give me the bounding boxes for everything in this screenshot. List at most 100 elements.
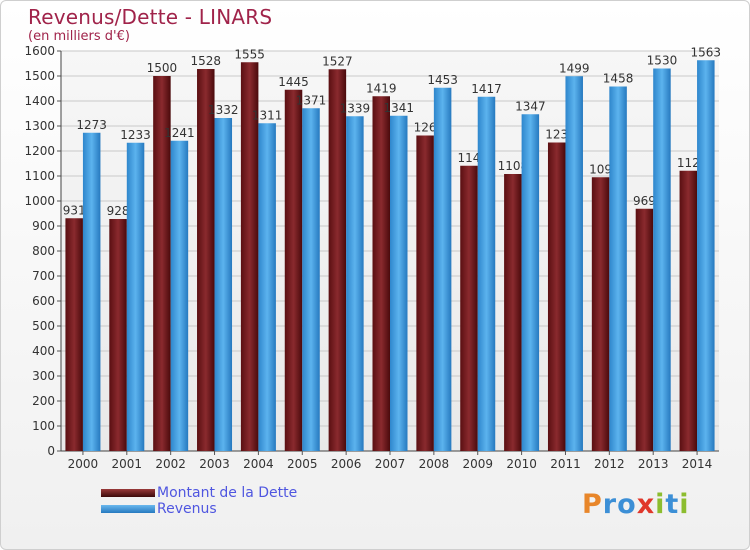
y-tick-label: 0 xyxy=(47,444,55,458)
logo-letter: o xyxy=(617,489,637,520)
y-tick-label: 200 xyxy=(32,394,55,408)
y-tick-label: 1100 xyxy=(24,169,55,183)
legend-swatch-dette xyxy=(101,489,155,497)
logo-letter: i xyxy=(679,489,690,520)
data-label-dette: 931 xyxy=(63,203,86,217)
data-label-revenus: 1347 xyxy=(515,99,546,113)
logo-letter: t xyxy=(665,489,680,520)
proxiti-logo: Proxiti xyxy=(582,489,690,520)
bar-dette xyxy=(109,219,127,451)
bar-revenus xyxy=(258,123,276,451)
y-tick-label: 700 xyxy=(32,269,55,283)
x-tick-label: 2007 xyxy=(375,457,406,471)
y-tick-label: 1000 xyxy=(24,194,55,208)
bar-dette xyxy=(328,69,347,451)
data-label-dette: 969 xyxy=(633,194,656,208)
data-label-revenus: 1499 xyxy=(559,61,590,75)
bar-revenus xyxy=(521,114,540,451)
data-label-dette: 123 xyxy=(545,128,568,142)
legend-item-revenus: Revenus xyxy=(101,501,297,517)
data-label-dette: 1528 xyxy=(191,54,222,68)
x-tick-label: 2008 xyxy=(419,457,450,471)
legend-item-dette: Montant de la Dette xyxy=(101,485,297,501)
bar-revenus xyxy=(170,140,189,451)
x-tick-label: 2000 xyxy=(68,457,99,471)
data-label-dette: 1527 xyxy=(322,54,353,68)
logo-letter: x xyxy=(636,489,656,520)
bar-revenus xyxy=(126,142,145,451)
bar-dette xyxy=(240,62,259,451)
data-label-dette: 1108 xyxy=(498,159,529,173)
data-label-revenus: 1339 xyxy=(340,101,371,115)
x-tick-label: 2013 xyxy=(638,457,669,471)
y-tick-label: 1600 xyxy=(24,44,55,58)
chart-title: Revenus/Dette - LINARS xyxy=(28,5,273,29)
bar-revenus xyxy=(346,116,364,451)
data-label-revenus: 1332 xyxy=(208,103,239,117)
data-label-dette: 112 xyxy=(677,156,700,170)
y-tick-label: 1500 xyxy=(24,69,55,83)
bar-dette xyxy=(635,208,654,451)
bar-revenus xyxy=(214,118,233,451)
x-tick-label: 2014 xyxy=(682,457,713,471)
bar-dette xyxy=(197,69,215,451)
bar-dette xyxy=(284,89,303,451)
legend-label-revenus: Revenus xyxy=(157,501,217,517)
bar-revenus xyxy=(390,115,408,451)
data-label-revenus: 1311 xyxy=(252,108,283,122)
y-tick-label: 1400 xyxy=(24,94,55,108)
y-tick-label: 1300 xyxy=(24,119,55,133)
data-label-revenus: 1563 xyxy=(691,45,722,59)
bar-dette xyxy=(65,218,83,451)
y-tick-label: 400 xyxy=(32,344,55,358)
x-tick-label: 2005 xyxy=(287,457,318,471)
bar-dette xyxy=(591,177,610,451)
logo-letter: P xyxy=(582,489,603,520)
bar-revenus xyxy=(433,87,452,451)
data-label-revenus: 1233 xyxy=(120,128,151,142)
y-tick-label: 500 xyxy=(32,319,55,333)
logo-letter: r xyxy=(602,489,618,520)
bar-dette xyxy=(679,170,698,451)
y-tick-label: 900 xyxy=(32,219,55,233)
x-tick-label: 2001 xyxy=(112,457,143,471)
data-label-dette: 1555 xyxy=(234,47,265,61)
x-tick-label: 2011 xyxy=(550,457,581,471)
data-label-dette: 126 xyxy=(414,121,437,135)
x-tick-label: 2003 xyxy=(199,457,230,471)
data-label-dette: 1500 xyxy=(147,61,178,75)
x-tick-label: 2012 xyxy=(594,457,625,471)
bar-revenus xyxy=(609,86,627,451)
bar-revenus xyxy=(653,68,671,451)
data-label-revenus: 1458 xyxy=(603,72,634,86)
x-tick-label: 2004 xyxy=(243,457,274,471)
bar-dette xyxy=(504,174,522,451)
bar-revenus xyxy=(565,76,583,451)
x-tick-label: 2009 xyxy=(462,457,493,471)
data-label-dette: 109 xyxy=(589,162,612,176)
data-label-revenus: 1273 xyxy=(76,118,107,132)
y-tick-label: 800 xyxy=(32,244,55,258)
bar-dette xyxy=(372,96,390,451)
bar-revenus xyxy=(82,132,101,451)
x-tick-label: 2006 xyxy=(331,457,362,471)
data-label-revenus: 1530 xyxy=(647,54,678,68)
y-tick-label: 100 xyxy=(32,419,55,433)
y-tick-label: 1200 xyxy=(24,144,55,158)
data-label-revenus: 1453 xyxy=(427,73,458,87)
data-label-dette: 114 xyxy=(458,151,481,165)
chart-subtitle: (en milliers d'€) xyxy=(28,29,130,44)
y-tick-label: 600 xyxy=(32,294,55,308)
bar-dette xyxy=(416,135,434,451)
data-label-dette: 1445 xyxy=(278,75,309,89)
x-tick-label: 2010 xyxy=(506,457,537,471)
legend-label-dette: Montant de la Dette xyxy=(157,485,298,501)
legend-swatch-revenus xyxy=(101,505,155,513)
logo-letter: i xyxy=(655,489,666,520)
bar-dette xyxy=(460,165,478,451)
bar-revenus xyxy=(697,60,715,451)
bar-dette xyxy=(153,76,171,451)
y-tick-label: 300 xyxy=(32,369,55,383)
